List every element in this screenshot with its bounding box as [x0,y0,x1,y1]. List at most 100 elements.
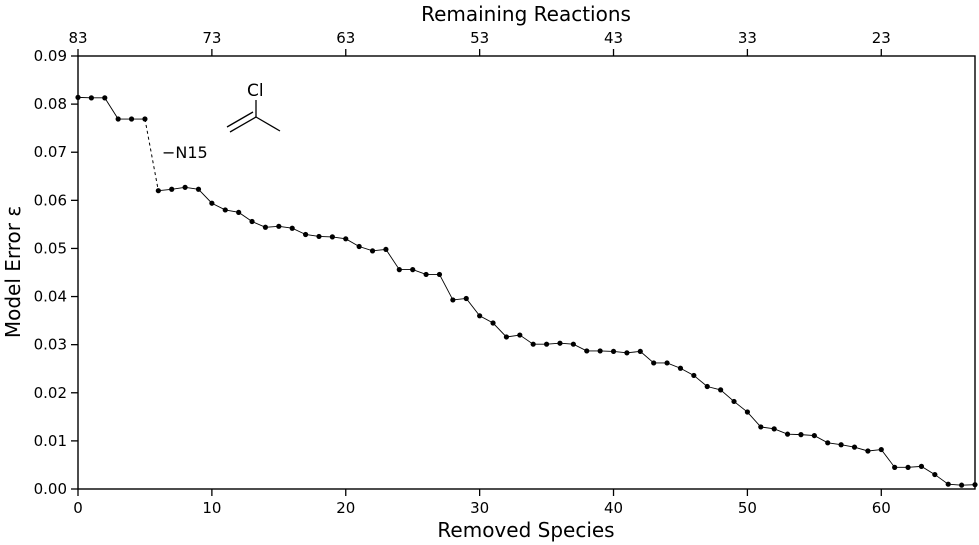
data-point [249,218,255,225]
data-point [878,446,884,453]
data-point [88,95,94,101]
data-point [677,365,684,371]
data-point [423,271,429,278]
data-point [490,320,496,326]
x-tick-label: 50 [738,499,757,517]
data-point [838,442,844,448]
data-point [436,271,443,278]
data-point [356,243,362,250]
y-tick-label: 0.01 [34,432,67,450]
data-point [744,409,751,415]
y-axis-title: Model Error ε [1,206,25,338]
y-tick-label: 0.06 [34,191,67,209]
data-point [704,383,710,390]
top-x-tick-label: 23 [872,29,891,47]
data-point [637,348,643,355]
data-point [892,464,898,470]
data-point [236,209,242,215]
data-point [383,246,389,253]
data-point [477,313,483,319]
data-point [302,231,309,238]
data-point [463,295,469,302]
x-axis-title: Removed Species [437,518,614,542]
y-tick-label: 0.08 [34,95,67,113]
data-point [329,234,335,240]
data-point [972,482,978,488]
y-tick-label: 0.00 [34,480,67,498]
data-point [811,432,817,439]
molecule-bond-methyl [255,116,281,132]
data-point [959,482,965,488]
data-point [503,334,510,340]
data-point [945,481,951,487]
data-point [517,332,523,338]
data-series [75,94,978,488]
data-point [316,233,322,240]
top-x-tick-label: 73 [202,29,221,47]
data-point [142,116,148,122]
data-point [932,471,938,478]
data-point [343,236,349,242]
top-x-tick-label: 43 [604,29,623,47]
data-point [276,223,282,229]
data-point [610,348,617,355]
data-point [102,95,108,101]
bottom-axis-ticks: 0 10 20 30 40 50 60 [73,489,891,517]
data-point [798,432,804,438]
top-x-axis-title: Remaining Reactions [421,2,631,26]
y-tick-label: 0.03 [34,336,67,354]
left-axis-ticks: 0.00 0.01 0.02 0.03 0.04 0.05 0.06 0.07 0.08 0.09 [34,47,78,498]
data-point [530,341,536,347]
data-point [758,424,764,430]
data-point [222,207,228,213]
data-point [195,186,202,192]
x-tick-label: 30 [470,499,489,517]
vinyl-chloride-molecule: Cl [226,81,281,133]
data-point [182,184,188,190]
y-tick-label: 0.07 [34,143,67,161]
data-point [718,387,724,393]
data-point [865,448,871,454]
x-tick-label: 20 [336,499,355,517]
data-point [771,426,777,432]
data-point [289,225,295,231]
data-point [570,341,576,347]
data-point [450,297,456,303]
data-point [209,200,215,206]
data-point [75,94,81,100]
top-x-tick-label: 63 [336,29,355,47]
y-tick-label: 0.09 [34,47,67,65]
data-point [651,360,657,366]
data-point [557,340,563,346]
x-tick-label: 10 [202,499,221,517]
x-tick-label: 40 [604,499,623,517]
data-point [597,348,603,354]
molecule-chlorine-label: Cl [247,81,264,101]
top-x-tick-label: 83 [68,29,87,47]
data-point [396,267,402,273]
data-point [624,350,630,356]
data-point [918,463,925,469]
x-tick-label: 0 [73,499,83,517]
series-line [77,96,976,486]
data-point [410,267,416,273]
data-point [584,348,590,354]
data-point [664,360,670,366]
data-point [784,431,791,437]
data-point [543,341,550,347]
data-point [169,186,175,192]
annotation-label: −N15 [162,143,208,162]
top-x-tick-label: 33 [738,29,757,47]
annotation-dashed-line [144,118,159,191]
top-axis-ticks: 83 73 63 53 43 33 23 [68,29,891,56]
data-point [262,224,269,230]
y-tick-label: 0.04 [34,288,67,306]
top-x-tick-label: 53 [470,29,489,47]
data-point [851,444,858,450]
data-point [115,116,121,122]
data-point [128,116,135,122]
plot-frame [77,55,976,490]
data-point [731,398,737,405]
molecule-double-bond-a [229,116,257,133]
